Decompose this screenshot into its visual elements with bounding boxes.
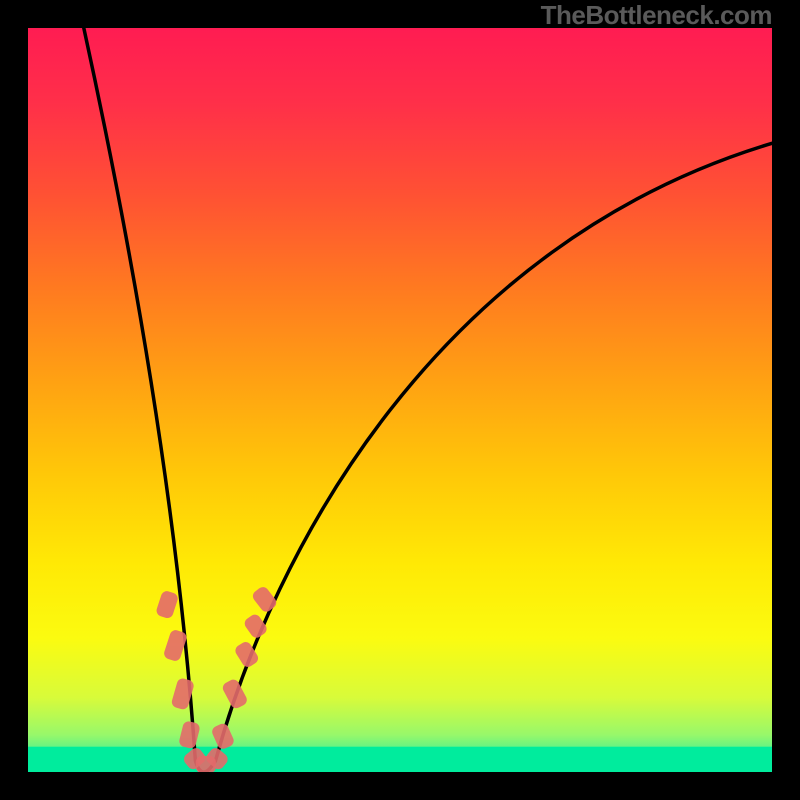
- green-band: [28, 28, 772, 772]
- plot-area: [28, 28, 772, 772]
- bottleneck-curve: [28, 28, 772, 772]
- watermark-text: TheBottleneck.com: [541, 0, 772, 31]
- chart-frame: TheBottleneck.com: [0, 0, 800, 800]
- data-markers: [28, 28, 772, 772]
